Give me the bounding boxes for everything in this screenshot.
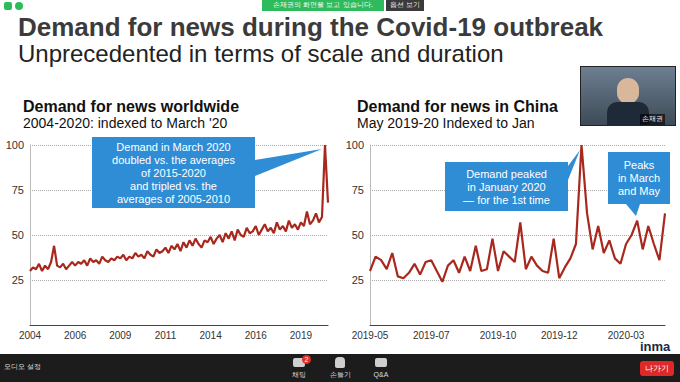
- html-text:나가기: 나가기: [645, 364, 669, 373]
- html-text:손재권: 손재권: [642, 115, 663, 123]
- svg-text:and May: and May: [618, 185, 661, 197]
- html-text:옵션 보기: 옵션 보기: [389, 1, 421, 9]
- svg-text:2020-03: 2020-03: [608, 330, 645, 341]
- svg-text:Demand peaked: Demand peaked: [466, 168, 547, 180]
- svg-text:2016: 2016: [245, 330, 268, 341]
- svg-text:— for the 1st time: — for the 1st time: [463, 194, 550, 206]
- svg-text:2004-2020: indexed to March '2: 2004-2020: indexed to March '20: [23, 115, 227, 131]
- html-text:Q&A: Q&A: [373, 371, 389, 378]
- svg-text:50: 50: [12, 229, 24, 241]
- svg-text:in March: in March: [618, 172, 660, 184]
- svg-text:of 2015-2020: of 2015-2020: [141, 167, 206, 179]
- html-text:2: 2: [304, 356, 309, 363]
- html-text:Demand for news during the Cov: Demand for news during the Covid-19 outb…: [18, 12, 604, 42]
- svg-text:2019-05: 2019-05: [352, 330, 389, 341]
- svg-text:averages of 2005-2010: averages of 2005-2010: [117, 193, 230, 205]
- svg-text:2009: 2009: [109, 330, 132, 341]
- svg-text:2006: 2006: [64, 330, 87, 341]
- html-text:손재권의 화면을 보고 있습니다.: 손재권의 화면을 보고 있습니다.: [273, 1, 373, 9]
- html-text:손들기: 손들기: [329, 371, 351, 379]
- html-text:Unprecedented in terms of scal: Unprecedented in terms of scale and dura…: [18, 40, 504, 67]
- svg-text:50: 50: [352, 229, 364, 241]
- svg-text:2019-10: 2019-10: [480, 330, 517, 341]
- html-text:inma: inma: [640, 339, 671, 354]
- svg-text:Demand for news in China: Demand for news in China: [357, 98, 558, 115]
- svg-text:doubled vs. the averages: doubled vs. the averages: [112, 154, 235, 166]
- svg-text:and tripled vs. the: and tripled vs. the: [130, 180, 217, 192]
- svg-text:2004: 2004: [19, 330, 42, 341]
- svg-text:75: 75: [12, 184, 24, 196]
- html-text:채팅: 채팅: [292, 371, 306, 379]
- svg-text:25: 25: [12, 274, 24, 286]
- svg-text:May 2019-20 Indexed to Jan: May 2019-20 Indexed to Jan: [357, 115, 534, 131]
- svg-text:Peaks: Peaks: [624, 159, 655, 171]
- svg-text:2019-12: 2019-12: [541, 330, 578, 341]
- svg-text:2019: 2019: [290, 330, 313, 341]
- svg-text:2019-07: 2019-07: [413, 330, 450, 341]
- svg-text:in January 2020: in January 2020: [467, 181, 545, 193]
- svg-text:100: 100: [6, 139, 24, 151]
- html-text:오디오 설정: 오디오 설정: [4, 363, 42, 371]
- svg-text:100: 100: [346, 139, 364, 151]
- svg-text:2014: 2014: [199, 330, 222, 341]
- svg-text:2011: 2011: [155, 330, 177, 341]
- svg-text:Demand in March 2020: Demand in March 2020: [116, 141, 230, 153]
- svg-text:25: 25: [352, 274, 364, 286]
- svg-text:Demand for news worldwide: Demand for news worldwide: [23, 98, 239, 115]
- svg-text:75: 75: [352, 184, 364, 196]
